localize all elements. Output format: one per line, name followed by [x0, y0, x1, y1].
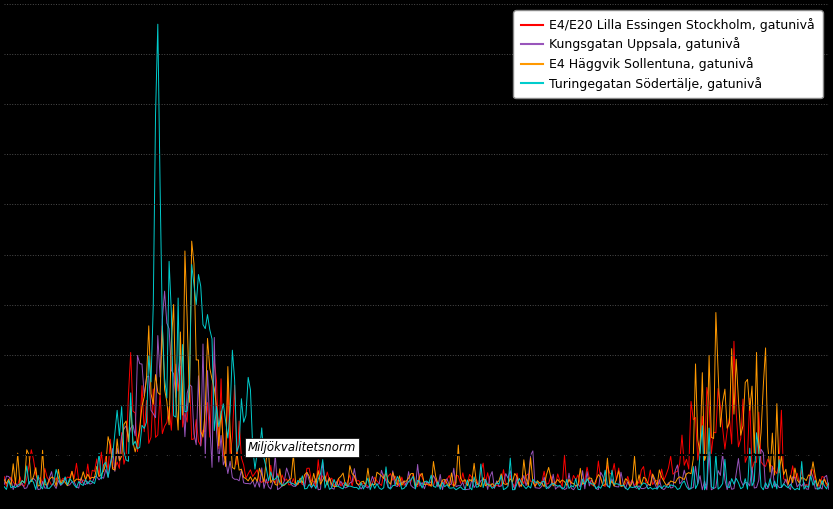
Legend: E4/E20 Lilla Essingen Stockholm, gatunivå, Kungsgatan Uppsala, gatunivå, E4 Hägg: E4/E20 Lilla Essingen Stockholm, gatuniv…: [513, 10, 822, 98]
Text: Miljökvalitetsnorm: Miljökvalitetsnorm: [248, 441, 357, 454]
